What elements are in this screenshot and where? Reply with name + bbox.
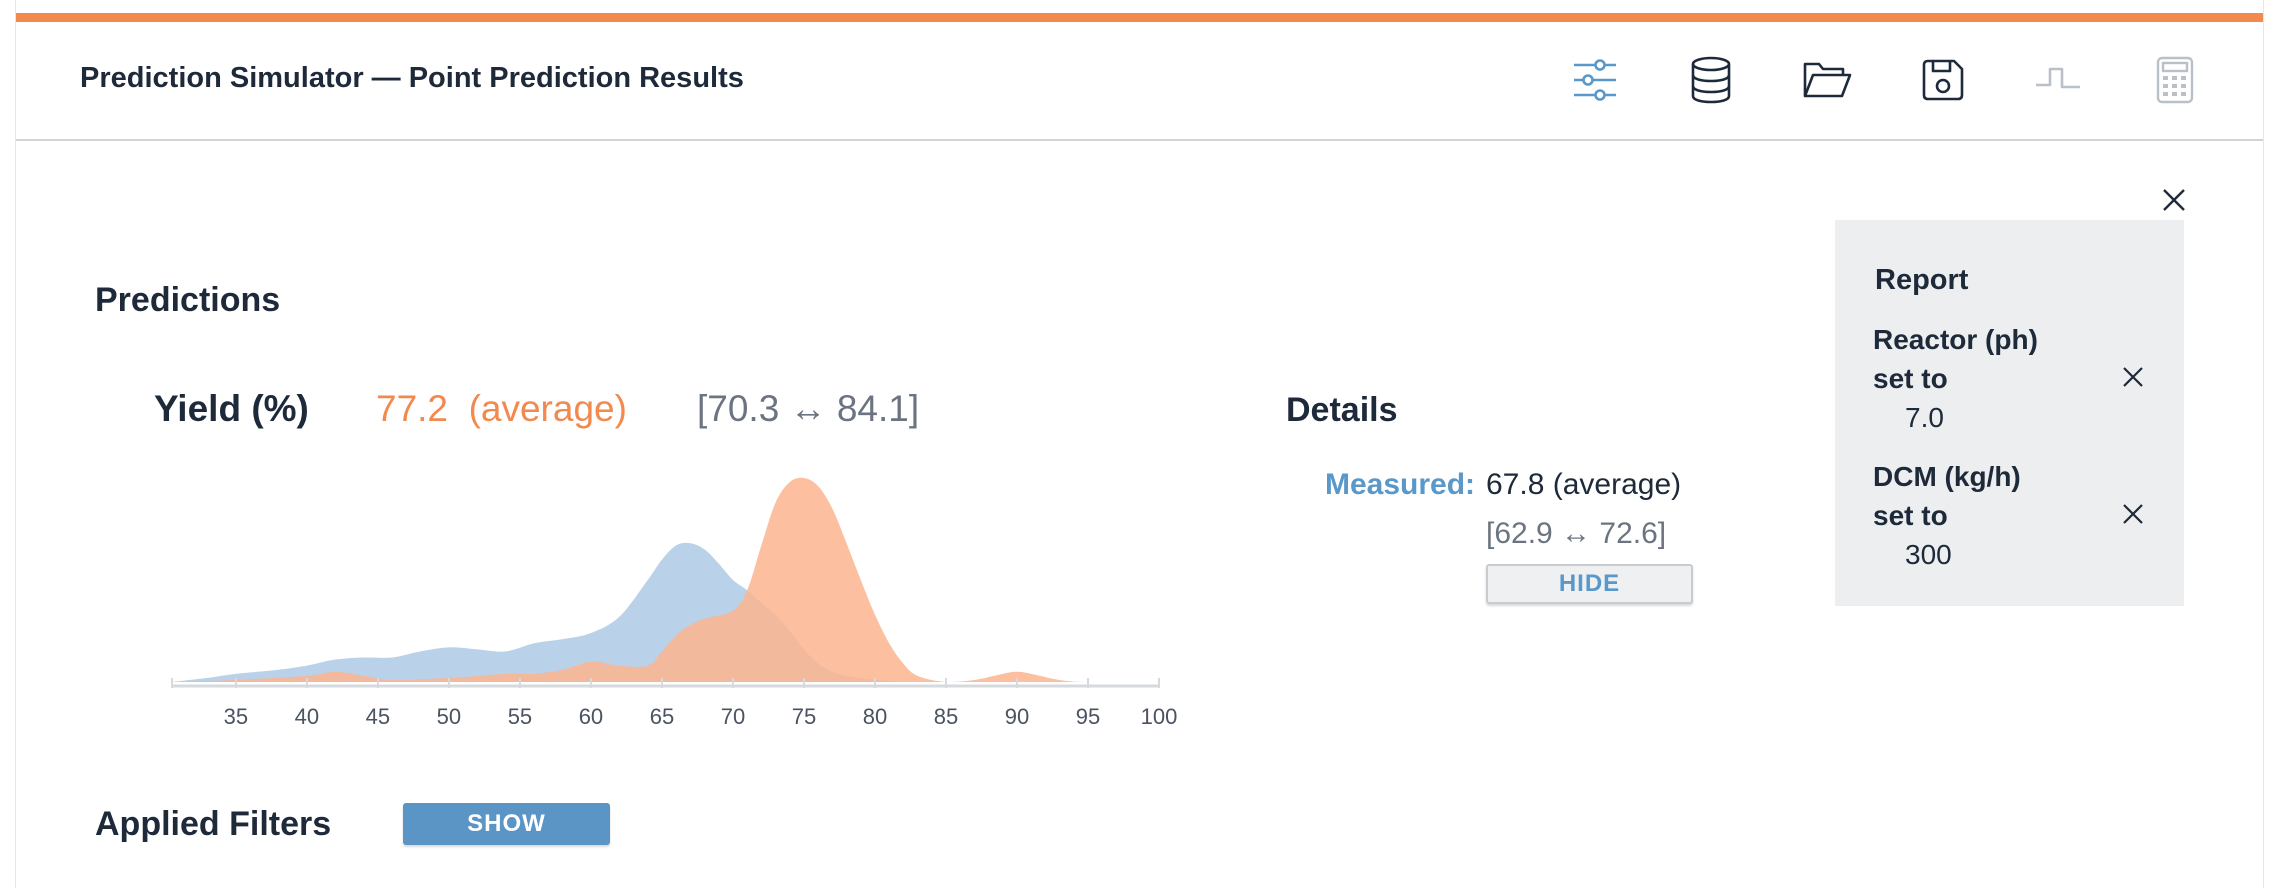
filters-tool-button[interactable] bbox=[1563, 48, 1627, 112]
predictions-heading: Predictions bbox=[95, 281, 281, 319]
x-tick-label: 60 bbox=[579, 704, 603, 729]
report-item-set-to: set to bbox=[1873, 500, 1948, 531]
measured-average: 67.8 (average) bbox=[1486, 468, 1682, 501]
report-item-value: 300 bbox=[1905, 539, 1952, 570]
x-tick-label: 40 bbox=[295, 704, 319, 729]
report-item-set-to: set to bbox=[1873, 363, 1948, 394]
distribution-chart: 35 40 45 50 55 60 65 70 75 80 85 90 95 100 bbox=[171, 477, 1178, 729]
x-tick-label: 90 bbox=[1005, 704, 1029, 729]
report-item: DCM (kg/h) set to 300 bbox=[1873, 457, 2173, 574]
calculator-icon bbox=[2156, 56, 2194, 104]
applied-filters-heading: Applied Filters bbox=[95, 805, 332, 843]
step-signal-icon bbox=[2036, 67, 2080, 89]
hide-button[interactable]: HIDE bbox=[1486, 564, 1693, 604]
sliders-icon bbox=[1574, 59, 1616, 101]
metric-name: Yield (%) bbox=[154, 388, 309, 429]
measured-label: Measured: bbox=[1325, 468, 1476, 501]
x-tick-label: 75 bbox=[792, 704, 816, 729]
x-tick-label: 70 bbox=[721, 704, 745, 729]
accent-bar bbox=[16, 13, 2263, 22]
x-tick-label: 65 bbox=[650, 704, 674, 729]
signal-tool-button[interactable] bbox=[2027, 48, 2091, 112]
save-tool-button[interactable] bbox=[1911, 48, 1975, 112]
x-tick-label: 35 bbox=[224, 704, 248, 729]
x-tick-label: 85 bbox=[934, 704, 958, 729]
details-heading: Details bbox=[1286, 391, 1398, 429]
app-header: Prediction Simulator — Point Prediction … bbox=[16, 22, 2263, 141]
save-icon bbox=[1922, 59, 1964, 101]
remove-item-icon[interactable] bbox=[2122, 503, 2144, 525]
x-tick-label: 100 bbox=[1141, 704, 1178, 729]
x-tick-label: 45 bbox=[366, 704, 390, 729]
report-item-value: 7.0 bbox=[1905, 402, 1944, 433]
predicted-average: 77.2 (average) bbox=[376, 388, 627, 429]
folder-open-icon bbox=[1803, 62, 1852, 98]
measured-range: [62.9 ↔ 72.6] bbox=[1486, 517, 1667, 550]
data-tool-button[interactable] bbox=[1679, 48, 1743, 112]
database-icon bbox=[1691, 56, 1731, 104]
report-panel: Report Reactor (ph) set to 7.0 DCM (kg/h… bbox=[1835, 220, 2184, 606]
predicted-range: [70.3 ↔ 84.1] bbox=[697, 388, 920, 429]
show-button[interactable]: SHOW bbox=[403, 803, 610, 845]
calculator-tool-button[interactable] bbox=[2143, 48, 2207, 112]
report-title: Report bbox=[1875, 264, 1969, 296]
x-tick-label: 80 bbox=[863, 704, 887, 729]
page-title: Prediction Simulator — Point Prediction … bbox=[80, 62, 744, 94]
close-icon[interactable] bbox=[2161, 187, 2187, 213]
open-tool-button[interactable] bbox=[1795, 48, 1859, 112]
x-tick-label: 95 bbox=[1076, 704, 1100, 729]
report-item: Reactor (ph) set to 7.0 bbox=[1873, 320, 2173, 437]
x-tick-label: 55 bbox=[508, 704, 532, 729]
measured-distribution-area bbox=[172, 542, 1159, 682]
report-item-name: DCM (kg/h) bbox=[1873, 461, 2021, 492]
report-item-name: Reactor (ph) bbox=[1873, 324, 2038, 355]
remove-item-icon[interactable] bbox=[2122, 366, 2144, 388]
x-tick-label: 50 bbox=[437, 704, 461, 729]
